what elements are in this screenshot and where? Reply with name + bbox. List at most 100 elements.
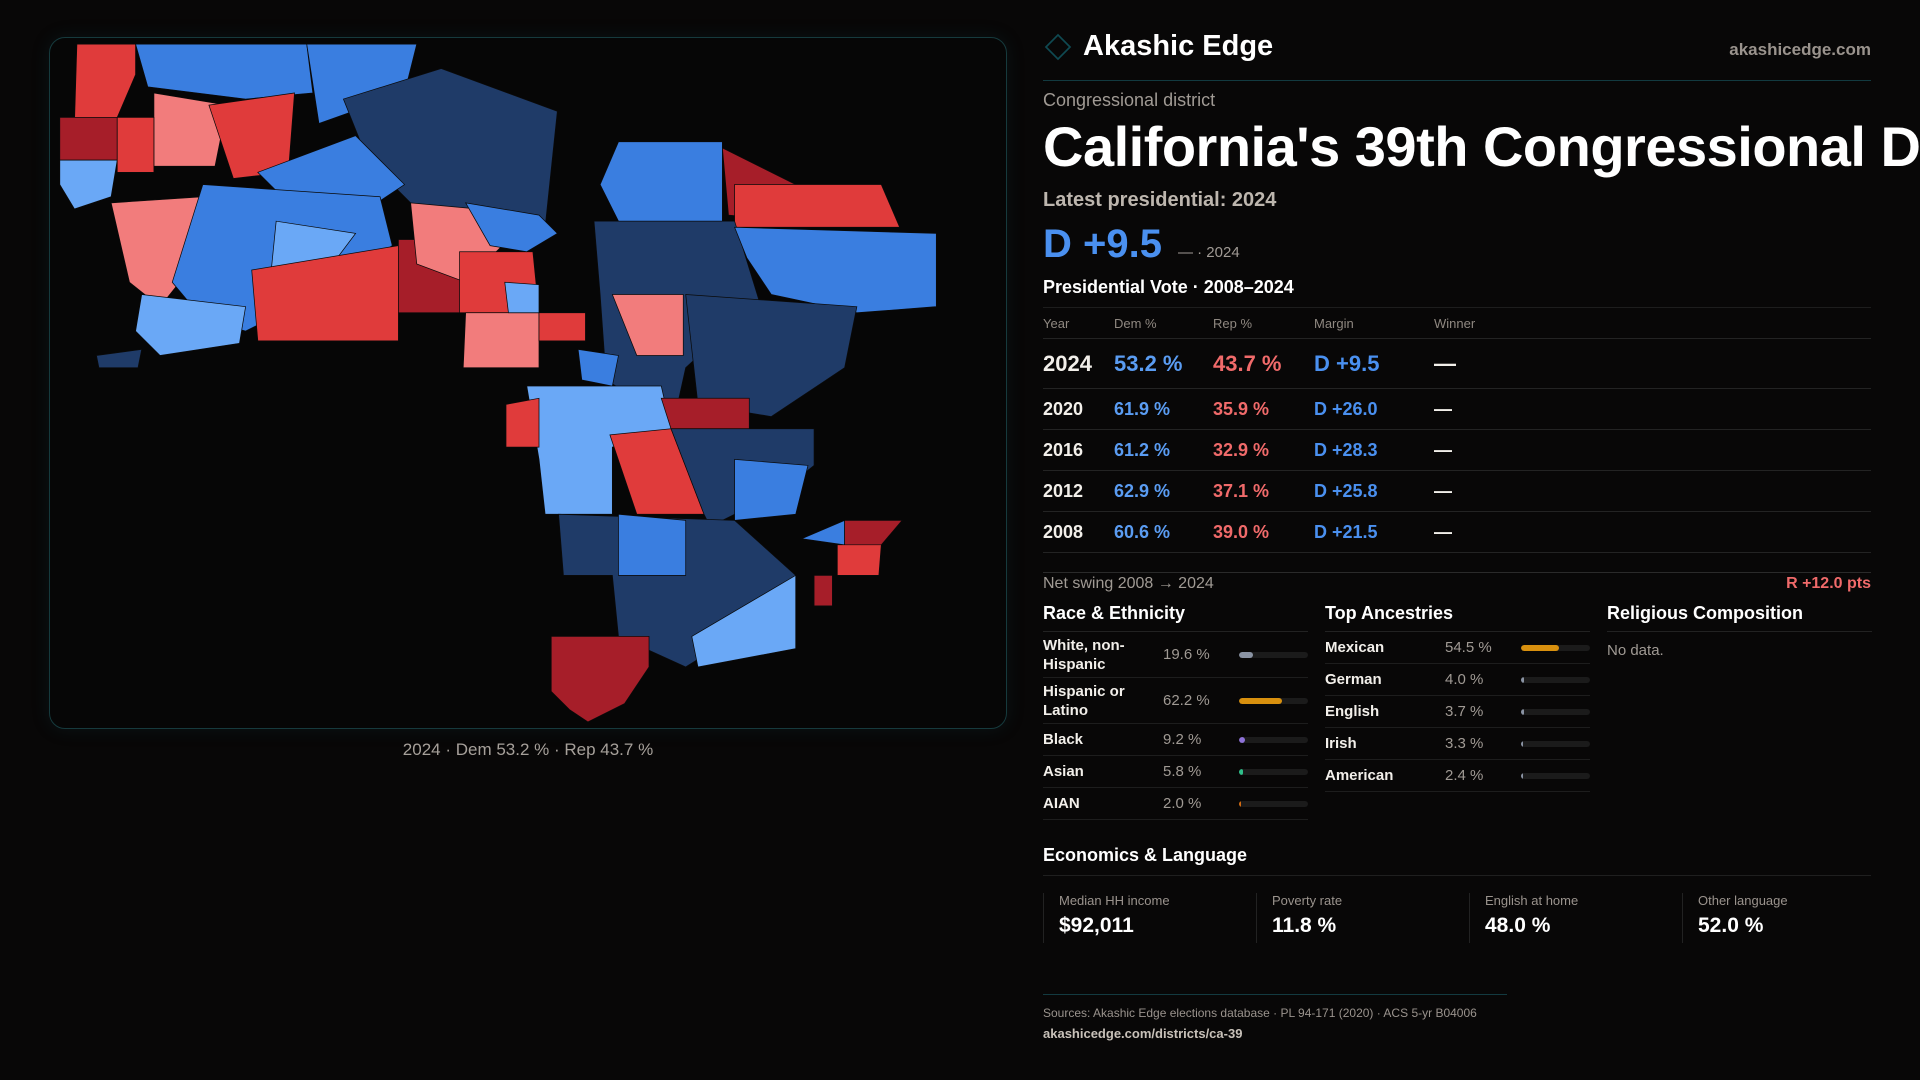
precinct-shape[interactable] (734, 184, 901, 228)
item-bar-fill (1239, 697, 1282, 704)
sources-text: Sources: Akashic Edge elections database… (1043, 1006, 1477, 1020)
stat-label: Poverty rate (1272, 893, 1343, 908)
precinct-shape[interactable] (550, 636, 650, 723)
precinct-shape[interactable] (734, 226, 937, 314)
precinct-shape[interactable] (538, 312, 586, 342)
precinct-shape[interactable] (526, 385, 672, 515)
item-label: AIAN (1043, 795, 1080, 812)
precinct-shape[interactable] (116, 117, 155, 173)
col-winner: Winner (1434, 315, 1476, 331)
precinct-shape[interactable] (844, 520, 903, 546)
precinct-shape[interactable] (599, 141, 723, 222)
cell-winner: — (1434, 398, 1452, 419)
table-row: 2024 53.2 % 43.7 % D +9.5 — (1043, 339, 1871, 389)
item-label: German (1325, 671, 1382, 688)
item-label: Black (1043, 731, 1084, 748)
precinct-shape[interactable] (734, 458, 809, 521)
stat-poverty-rate: Poverty rate 11.8 % (1256, 893, 1469, 943)
cell-winner: — (1434, 521, 1452, 542)
footer-divider (1043, 994, 1507, 995)
precinct-shape[interactable] (135, 294, 247, 356)
precinct-map-svg[interactable] (50, 38, 1006, 728)
item-bar (1521, 772, 1590, 779)
item-label: Hispanic or Latino (1043, 682, 1125, 719)
site-link[interactable]: akashicedge.com (1729, 40, 1871, 59)
cell-year: 2024 (1043, 350, 1092, 376)
list-item: American 2.4 % (1325, 760, 1590, 792)
item-value: 4.0 % (1445, 671, 1484, 688)
precinct-shape[interactable] (464, 202, 558, 253)
precinct-shape[interactable] (813, 574, 833, 607)
precinct-shape[interactable] (59, 117, 118, 161)
cell-rep-pct: 35.9 % (1213, 398, 1270, 419)
precinct-shape[interactable] (251, 245, 399, 342)
economics-divider (1043, 875, 1871, 876)
list-item: White, non-Hispanic 19.6 % (1043, 632, 1308, 678)
headline-margin-sub: — · 2024 (1177, 244, 1240, 261)
religion-title: Religious Composition (1607, 600, 1872, 632)
precinct-shape[interactable] (618, 513, 687, 576)
item-bar-fill (1521, 676, 1524, 683)
religion-empty: No data. (1607, 642, 1664, 659)
precinct-shape[interactable] (836, 544, 882, 576)
cell-margin: D +25.8 (1314, 480, 1378, 501)
item-value: 9.2 % (1163, 731, 1202, 748)
item-value: 19.6 % (1163, 646, 1210, 663)
list-item: Hispanic or Latino 62.2 % (1043, 678, 1308, 724)
list-item: Mexican 54.5 % (1325, 632, 1590, 664)
col-rep: Rep % (1213, 315, 1253, 331)
item-label: Irish (1325, 735, 1357, 752)
col-margin: Margin (1314, 315, 1354, 331)
brand-name: Akashic Edge (1083, 30, 1274, 62)
cell-winner: — (1434, 350, 1456, 376)
precinct-shape[interactable] (504, 281, 540, 314)
precinct-shape[interactable] (135, 43, 314, 100)
cell-margin: D +26.0 (1314, 398, 1378, 419)
item-value: 54.5 % (1445, 639, 1492, 656)
item-bar (1239, 651, 1308, 658)
cell-margin: D +9.5 (1314, 350, 1380, 376)
precinct-shape[interactable] (691, 574, 797, 668)
list-item: Asian 5.8 % (1043, 756, 1308, 788)
vote-section-title: Presidential Vote · 2008–2024 (1043, 277, 1294, 297)
precinct-shape[interactable] (800, 519, 845, 546)
cell-year: 2020 (1043, 398, 1084, 419)
item-value: 3.7 % (1445, 703, 1484, 720)
district-permalink[interactable]: akashicedge.com/districts/ca-39 (1043, 1026, 1243, 1041)
table-row: 2020 61.9 % 35.9 % D +26.0 — (1043, 389, 1871, 430)
stat-value: 48.0 % (1485, 914, 1551, 937)
item-bar-fill (1239, 768, 1243, 775)
stat-english-home: English at home 48.0 % (1469, 893, 1682, 943)
brand[interactable]: Akashic Edge (1043, 30, 1273, 63)
precinct-shape[interactable] (660, 397, 750, 430)
item-bar-fill (1521, 772, 1523, 779)
district-panel: Akashic Edge akashicedge.com Congression… (1043, 0, 1920, 1080)
cell-rep-pct: 43.7 % (1213, 350, 1282, 376)
item-bar (1521, 708, 1590, 715)
precinct-shape[interactable] (611, 294, 684, 356)
item-bar-fill (1521, 708, 1524, 715)
list-item: English 3.7 % (1325, 696, 1590, 728)
precinct-shape[interactable] (505, 397, 540, 448)
precinct-shape[interactable] (96, 348, 143, 369)
net-swing-value: R +12.0 pts (1786, 575, 1871, 592)
precinct-shape[interactable] (685, 294, 858, 417)
net-swing: Net swing 2008 → 2024 R +12.0 pts (1043, 572, 1871, 593)
cell-dem-pct: 53.2 % (1114, 350, 1183, 376)
precinct-shape[interactable] (74, 43, 136, 124)
cell-winner: — (1434, 480, 1452, 501)
precinct-map[interactable] (49, 37, 1007, 729)
cell-margin: D +21.5 (1314, 521, 1378, 542)
item-value: 2.4 % (1445, 767, 1484, 784)
precinct-shape[interactable] (462, 312, 540, 369)
stat-value: $92,011 (1059, 914, 1134, 937)
item-bar (1239, 800, 1308, 807)
cell-dem-pct: 61.2 % (1114, 439, 1171, 460)
cell-winner: — (1434, 439, 1452, 460)
precinct-shape[interactable] (577, 348, 619, 387)
precinct-shape[interactable] (59, 159, 118, 210)
cell-dem-pct: 62.9 % (1114, 480, 1171, 501)
item-bar-fill (1239, 651, 1253, 658)
item-bar (1239, 697, 1308, 704)
list-item: Black 9.2 % (1043, 724, 1308, 756)
